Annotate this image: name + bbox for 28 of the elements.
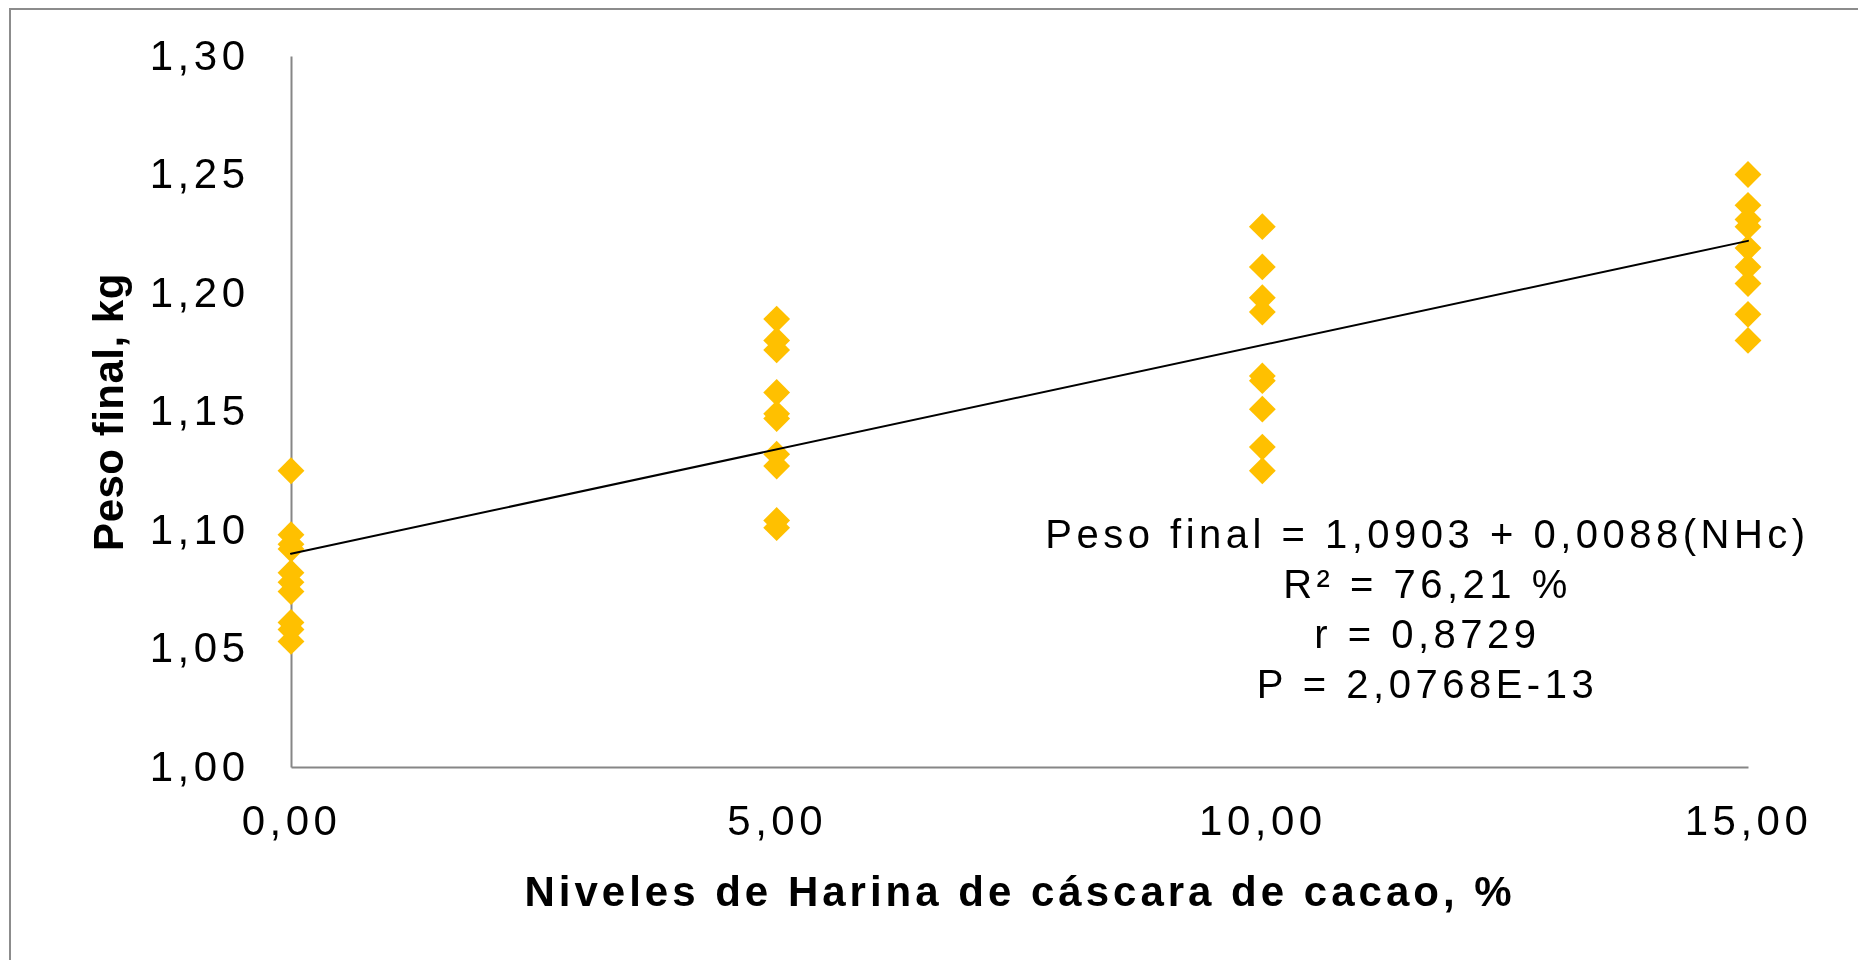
point bbox=[1734, 300, 1762, 328]
y-tick-label: 1,25 bbox=[149, 150, 250, 197]
x-tick-label: 10,00 bbox=[1199, 796, 1327, 844]
y-tick-label: 1,20 bbox=[149, 268, 250, 316]
point bbox=[1248, 395, 1276, 423]
y-tick-label: 1,05 bbox=[149, 624, 250, 671]
y-tick-label: 1,30 bbox=[149, 31, 250, 79]
point bbox=[763, 305, 791, 333]
point bbox=[1734, 326, 1762, 354]
x-tick-label: 0,00 bbox=[241, 796, 342, 844]
point bbox=[277, 457, 305, 485]
point bbox=[1734, 161, 1762, 188]
x-axis-title: Niveles de Harina de cáscara de cacao, % bbox=[524, 867, 1516, 915]
y-tick-label: 1,15 bbox=[149, 387, 250, 434]
annotation: Peso final = 1,0903 + 0,0088(NHc) bbox=[1045, 511, 1810, 556]
y-axis-title: Peso final, kg bbox=[84, 273, 132, 551]
x-tick-label: 15,00 bbox=[1684, 796, 1813, 844]
point bbox=[763, 379, 791, 406]
point bbox=[1248, 253, 1276, 281]
y-tick-label: 1,00 bbox=[149, 742, 250, 790]
point bbox=[1248, 433, 1276, 461]
annotation: R² = 76,21 % bbox=[1283, 561, 1572, 606]
y-tick-label: 1,10 bbox=[149, 505, 250, 553]
x-tick-label: 5,00 bbox=[727, 796, 828, 844]
point bbox=[1248, 213, 1276, 241]
annotation: P = 2,0768E-13 bbox=[1256, 661, 1599, 706]
point bbox=[1248, 457, 1276, 485]
annotation: r = 0,8729 bbox=[1314, 611, 1541, 656]
